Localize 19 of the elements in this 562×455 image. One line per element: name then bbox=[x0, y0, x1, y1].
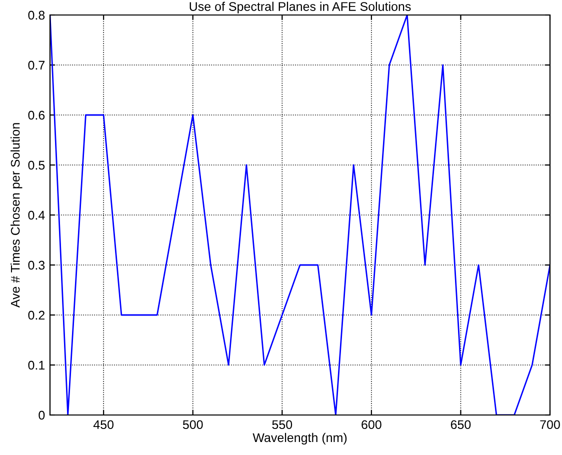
y-tick-label: 0.6 bbox=[28, 110, 45, 120]
y-tick-label: 0 bbox=[38, 410, 45, 420]
x-tick-label: 650 bbox=[450, 420, 471, 430]
x-tick-label: 450 bbox=[93, 420, 114, 430]
x-tick-label: 700 bbox=[540, 420, 560, 430]
x-tick-label: 500 bbox=[182, 420, 203, 430]
y-tick-label: 0.2 bbox=[28, 310, 45, 320]
y-axis-title: Ave # Times Chosen per Solution bbox=[10, 123, 22, 308]
y-tick-label: 0.3 bbox=[28, 260, 45, 270]
y-tick-label: 0.7 bbox=[28, 60, 45, 70]
x-tick-label: 550 bbox=[272, 420, 292, 430]
x-axis-title: Wavelength (nm) bbox=[252, 432, 347, 445]
y-tick-label: 0.5 bbox=[28, 160, 45, 170]
chart-title: Use of Spectral Planes in AFE Solutions bbox=[190, 2, 411, 14]
x-tick-label: 600 bbox=[362, 420, 382, 430]
line-series bbox=[50, 15, 550, 415]
y-tick-label: 0.4 bbox=[28, 210, 45, 220]
y-tick-label: 0.8 bbox=[28, 10, 45, 20]
y-tick-label: 0.1 bbox=[28, 360, 45, 370]
